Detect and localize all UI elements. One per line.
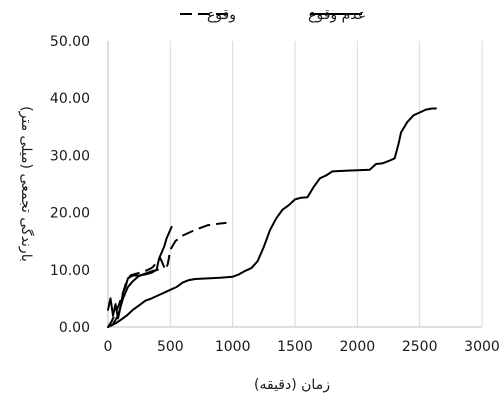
- axes: [107, 41, 482, 328]
- y-axis-label: بارندگی تجمعی (میلی متر): [18, 106, 35, 262]
- series-line-2: [107, 225, 173, 320]
- x-tick-label-3: 1500: [277, 339, 313, 355]
- x-axis-label: زمان (دقیقه): [254, 377, 330, 393]
- x-tick-label-4: 2000: [340, 339, 376, 355]
- y-tick-label-0: 0.00: [59, 320, 90, 336]
- grid: [169, 41, 483, 327]
- y-tick-label-3: 30.00: [50, 148, 90, 164]
- tick-labels: 0 500 1000 1500 2000 2500 3000 0.00 10.00 20.00 30…: [50, 34, 500, 355]
- x-tick-label-1: 500: [157, 339, 184, 355]
- x-tick-label-2: 1000: [215, 339, 251, 355]
- x-tick-label-5: 2500: [402, 339, 438, 355]
- legend: وقوع عدم وقوع: [180, 7, 366, 23]
- series-line-1: [107, 107, 437, 328]
- series-line-3: [107, 268, 159, 328]
- series-group: [107, 107, 437, 328]
- y-tick-label-4: 40.00: [50, 91, 90, 107]
- y-tick-label-1: 10.00: [50, 263, 90, 279]
- x-tick-label-0: 0: [104, 339, 113, 355]
- y-tick-label-5: 50.00: [50, 34, 90, 50]
- legend-label-1: عدم وقوع: [308, 7, 366, 23]
- x-tick-label-6: 3000: [464, 339, 500, 355]
- legend-label-0: وقوع: [207, 7, 236, 23]
- y-tick-label-2: 20.00: [50, 206, 90, 222]
